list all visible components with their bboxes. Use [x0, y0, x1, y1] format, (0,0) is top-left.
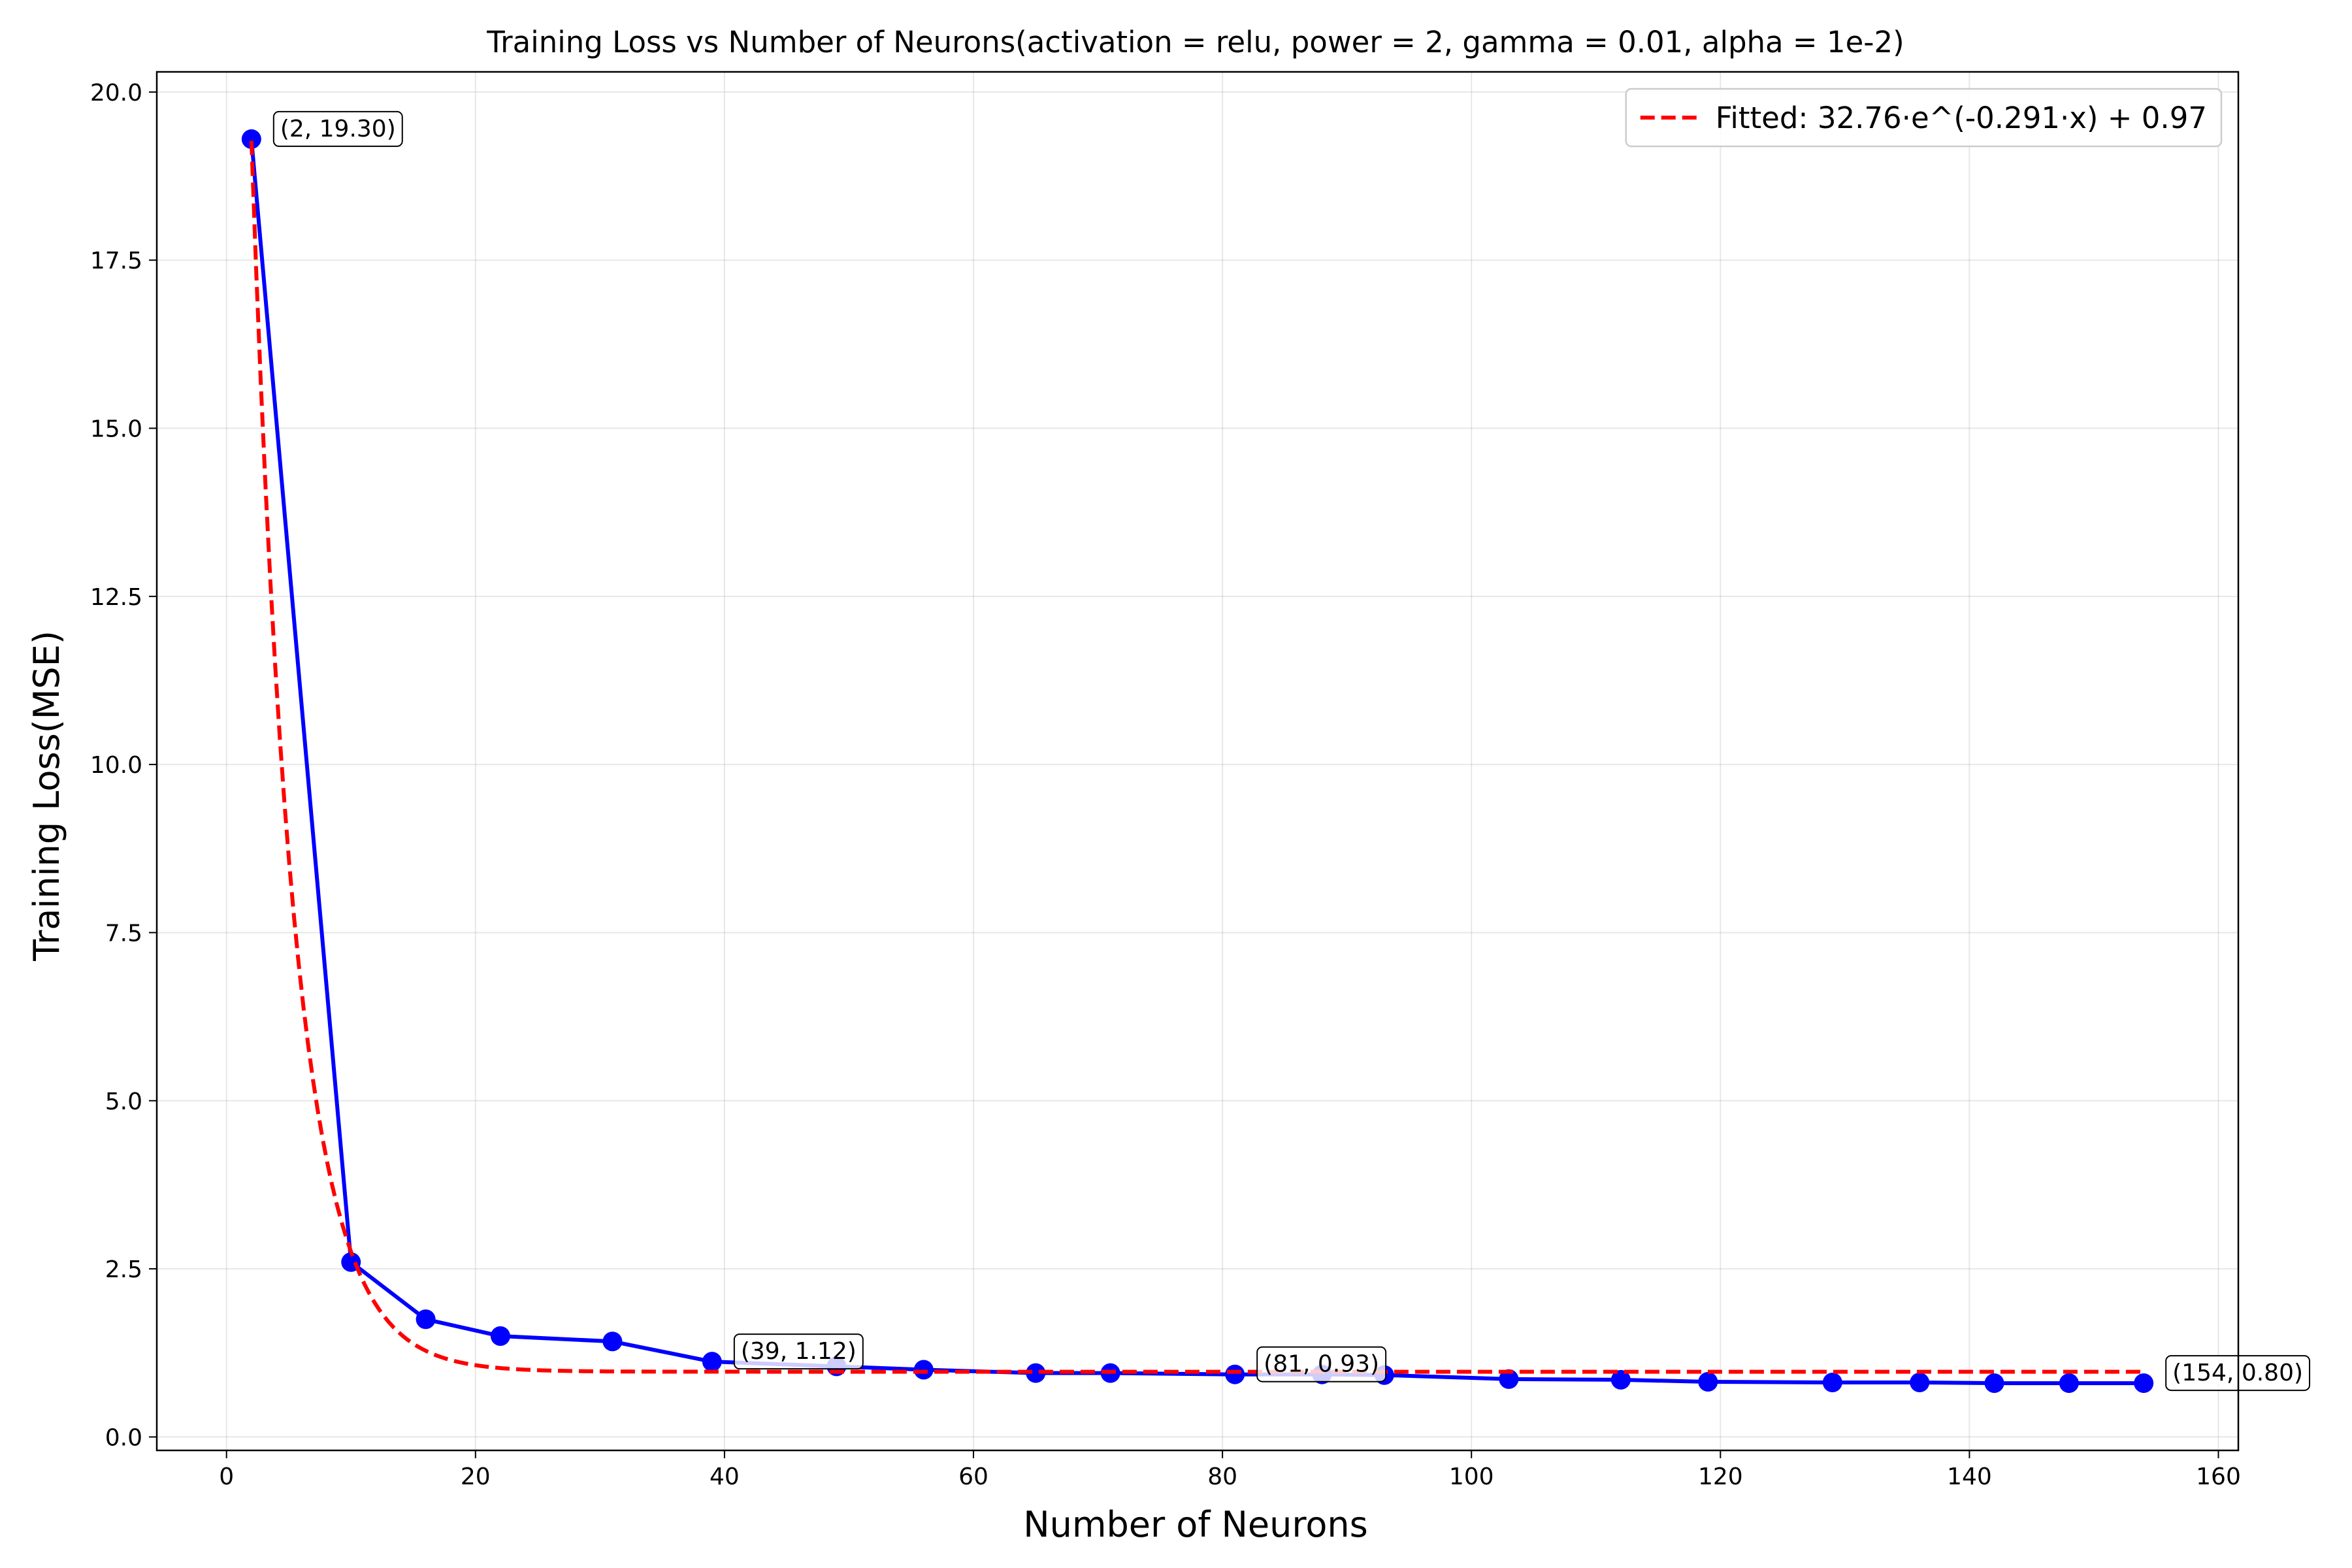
annotation: (39, 1.12) — [733, 1333, 864, 1370]
x-tick-label: 120 — [1698, 1463, 1743, 1490]
y-tick-label: 12.5 — [90, 584, 142, 611]
loss-point — [1910, 1373, 1930, 1393]
annotation-label: (39, 1.12) — [741, 1338, 857, 1365]
plot-frame — [155, 71, 2240, 1452]
y-tick-label: 0.0 — [105, 1424, 142, 1451]
x-tick-label: 60 — [958, 1463, 988, 1490]
y-axis-label: Training Loss(MSE) — [26, 630, 67, 962]
x-tick-label: 100 — [1449, 1463, 1494, 1490]
annotation-box — [733, 1333, 864, 1370]
loss-point — [1610, 1369, 1631, 1390]
fitted-curve — [249, 140, 2144, 1374]
loss-point — [490, 1326, 510, 1347]
y-tick-label: 2.5 — [105, 1256, 142, 1283]
x-tick-label: 0 — [219, 1463, 234, 1490]
annotation: (2, 19.30) — [272, 110, 403, 147]
x-tick-label: 20 — [461, 1463, 491, 1490]
loss-point — [241, 129, 261, 149]
loss-point — [913, 1360, 934, 1380]
legend-box — [1625, 88, 2223, 148]
loss-point — [1026, 1363, 1046, 1383]
loss-point — [1225, 1364, 1245, 1384]
x-tick-label: 40 — [710, 1463, 740, 1490]
loss-point — [1822, 1373, 1842, 1393]
loss-point — [702, 1352, 722, 1372]
annotation-box — [1256, 1346, 1387, 1382]
y-tick-label: 7.5 — [105, 920, 142, 947]
ticks: 0 20 40 60 80 100 120 140 160 0.0 2.5 5.0 7.5 10.0 12.… — [90, 80, 2241, 1490]
chart-title: Training Loss vs Number of Neurons(activ… — [486, 25, 1904, 59]
x-tick-label: 80 — [1207, 1463, 1237, 1490]
x-tick-label: 140 — [1947, 1463, 1992, 1490]
loss-point — [2134, 1373, 2154, 1394]
annotation-label: (2, 19.30) — [280, 116, 396, 142]
legend-label-fitted: Fitted: 32.76·e^(-0.291·x) + 0.97 — [1716, 101, 2207, 135]
y-tick-label: 20.0 — [90, 80, 142, 106]
loss-point — [416, 1309, 436, 1330]
loss-point — [1984, 1373, 2004, 1394]
y-tick-label: 15.0 — [90, 416, 142, 443]
y-tick-label: 5.0 — [105, 1088, 142, 1115]
annotation: (81, 0.93) — [1256, 1346, 1387, 1382]
annotation-box — [272, 110, 403, 147]
legend: Fitted: 32.76·e^(-0.291·x) + 0.97 — [1625, 88, 2223, 148]
loss-point — [2059, 1373, 2079, 1394]
loss-point — [1499, 1369, 1519, 1389]
y-tick-label: 10.0 — [90, 752, 142, 779]
y-tick-label: 17.5 — [90, 248, 142, 274]
loss-point — [602, 1331, 623, 1352]
loss-point — [1698, 1372, 1718, 1392]
grid — [157, 72, 2238, 1450]
x-axis-label: Number of Neurons — [1023, 1504, 1368, 1545]
annotation-label: (81, 0.93) — [1264, 1351, 1379, 1378]
x-tick-label: 160 — [2196, 1463, 2241, 1490]
